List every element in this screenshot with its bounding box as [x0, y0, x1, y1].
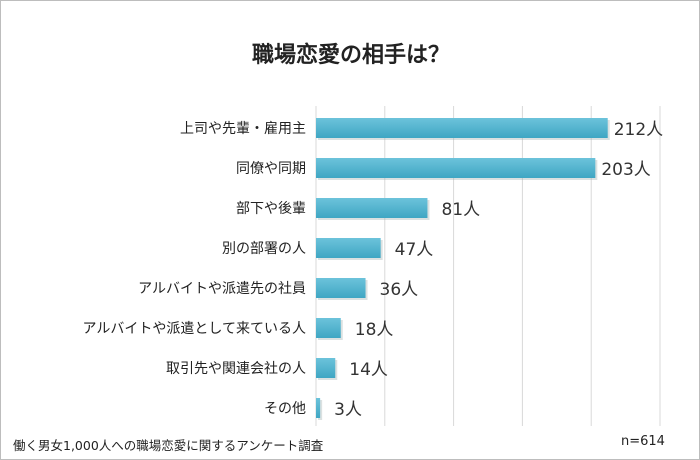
category-label: その他 [264, 401, 306, 417]
category-label: 同僚や同期 [236, 161, 306, 177]
category-label: 部下や後輩 [236, 201, 306, 217]
bar [316, 158, 596, 178]
source-note: 働く男女1,000人への職場恋愛に関するアンケート調査 [13, 438, 324, 453]
bar [316, 398, 321, 418]
value-label: 3人 [334, 400, 362, 420]
value-label: 203人 [601, 160, 650, 180]
value-label: 81人 [441, 200, 480, 220]
bar [316, 198, 428, 218]
value-label: 47人 [395, 240, 434, 260]
category-label: アルバイトや派遣として来ている人 [83, 321, 306, 337]
value-label: 14人 [349, 360, 388, 380]
bar [316, 358, 336, 378]
value-label: 18人 [355, 320, 394, 340]
chart-title: 職場恋愛の相手は？ [251, 43, 450, 68]
category-label: 別の部署の人 [222, 241, 306, 257]
category-label: 取引先や関連会社の人 [166, 361, 306, 377]
bar [316, 238, 381, 258]
sample-size: n=614 [621, 434, 665, 449]
category-label: 上司や先輩・雇用主 [180, 120, 306, 137]
bar [316, 318, 341, 338]
value-label: 36人 [380, 280, 419, 300]
value-label: 212人 [614, 120, 663, 140]
category-label: アルバイトや派遣先の社員 [138, 281, 306, 297]
bar [316, 118, 608, 138]
bar [316, 278, 366, 298]
